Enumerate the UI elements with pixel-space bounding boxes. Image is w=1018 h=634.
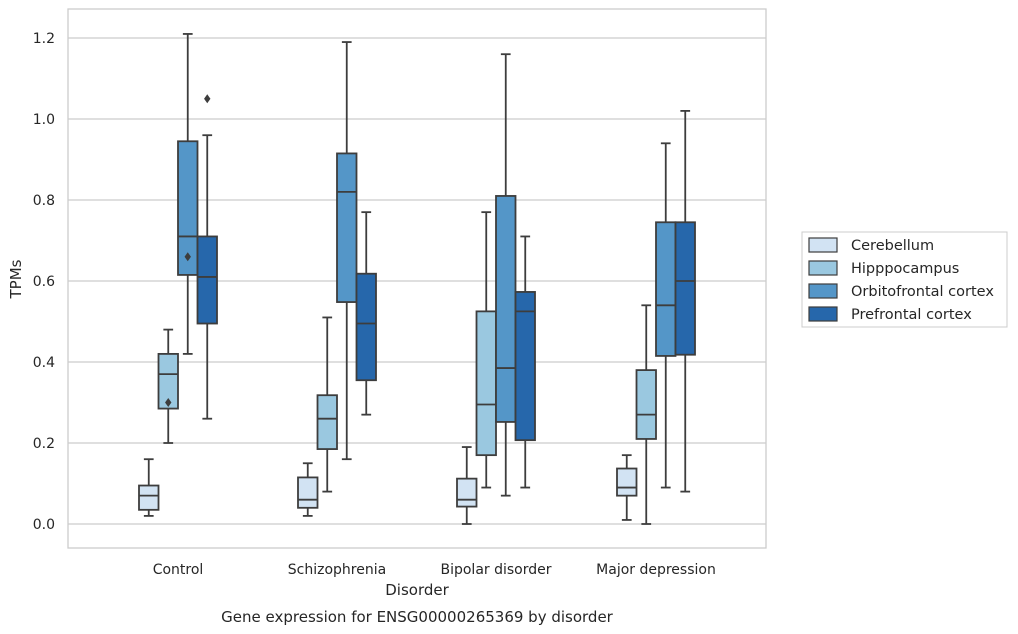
box — [514, 291, 536, 442]
legend: Cerebellum Hipppocampus Orbitofrontal cort… — [801, 231, 1008, 328]
box-plot — [495, 53, 517, 497]
x-tick-label: Bipolar disorder — [440, 562, 551, 578]
y-tick-label: 1.0 — [33, 112, 55, 128]
box — [336, 152, 358, 303]
y-tick-label: 0.8 — [33, 193, 55, 209]
legend-swatch — [808, 306, 838, 322]
legend-swatch — [808, 260, 838, 276]
box-plot — [138, 458, 160, 517]
box — [177, 140, 199, 276]
box-plot — [635, 304, 657, 525]
box — [157, 352, 179, 410]
y-tick-label: 0.2 — [33, 436, 55, 452]
box-plot — [456, 446, 478, 525]
box — [316, 394, 338, 450]
y-tick-label: 0.4 — [33, 355, 55, 371]
legend-swatch — [808, 283, 838, 299]
legend-label: Prefrontal cortex — [851, 307, 972, 323]
legend-label: Cerebellum — [851, 238, 934, 254]
legend-label: Hipppocampus — [851, 261, 959, 277]
box-plot — [157, 328, 179, 444]
box — [655, 221, 677, 357]
y-tick-label: 0.0 — [33, 517, 55, 533]
box-series — [138, 33, 696, 525]
box-plot — [674, 110, 696, 493]
x-tick-label: Schizophrenia — [288, 562, 386, 578]
box — [635, 369, 657, 440]
box-plot — [297, 462, 319, 517]
box-plot — [177, 33, 199, 355]
y-tick-labels: 0.0 0.2 0.4 0.6 0.8 1.0 1.2 — [33, 31, 55, 533]
box — [297, 476, 319, 509]
box — [355, 272, 377, 382]
box-plot — [655, 142, 677, 489]
box — [196, 235, 218, 325]
legend-swatch — [808, 237, 838, 253]
chart-caption: Gene expression for ENSG00000265369 by d… — [221, 608, 614, 626]
x-axis-label: Disorder — [385, 581, 449, 599]
plot-frame — [67, 8, 767, 549]
box-plot — [616, 454, 638, 521]
box — [495, 195, 517, 423]
box — [456, 477, 478, 508]
y-tick-label: 1.2 — [33, 31, 55, 47]
legend-label: Orbitofrontal cortex — [851, 284, 994, 300]
x-tick-label: Control — [153, 562, 204, 578]
y-tick-label: 0.6 — [33, 274, 55, 290]
box-plot — [475, 211, 497, 489]
outlier-point — [184, 252, 191, 262]
box-plot — [316, 316, 338, 493]
box-plot — [514, 235, 536, 489]
box-plot — [355, 211, 377, 416]
box-plot — [336, 41, 358, 461]
y-axis-label: TPMs — [7, 259, 25, 299]
box — [138, 484, 160, 511]
box — [674, 221, 696, 356]
box-plot — [196, 94, 218, 420]
x-tick-labels: Control Schizophrenia Bipolar disorder Majo… — [153, 562, 716, 578]
x-tick-label: Major depression — [596, 562, 716, 578]
outlier-point — [165, 398, 172, 407]
box — [475, 310, 497, 457]
box — [616, 467, 638, 497]
outlier-point — [204, 94, 211, 104]
